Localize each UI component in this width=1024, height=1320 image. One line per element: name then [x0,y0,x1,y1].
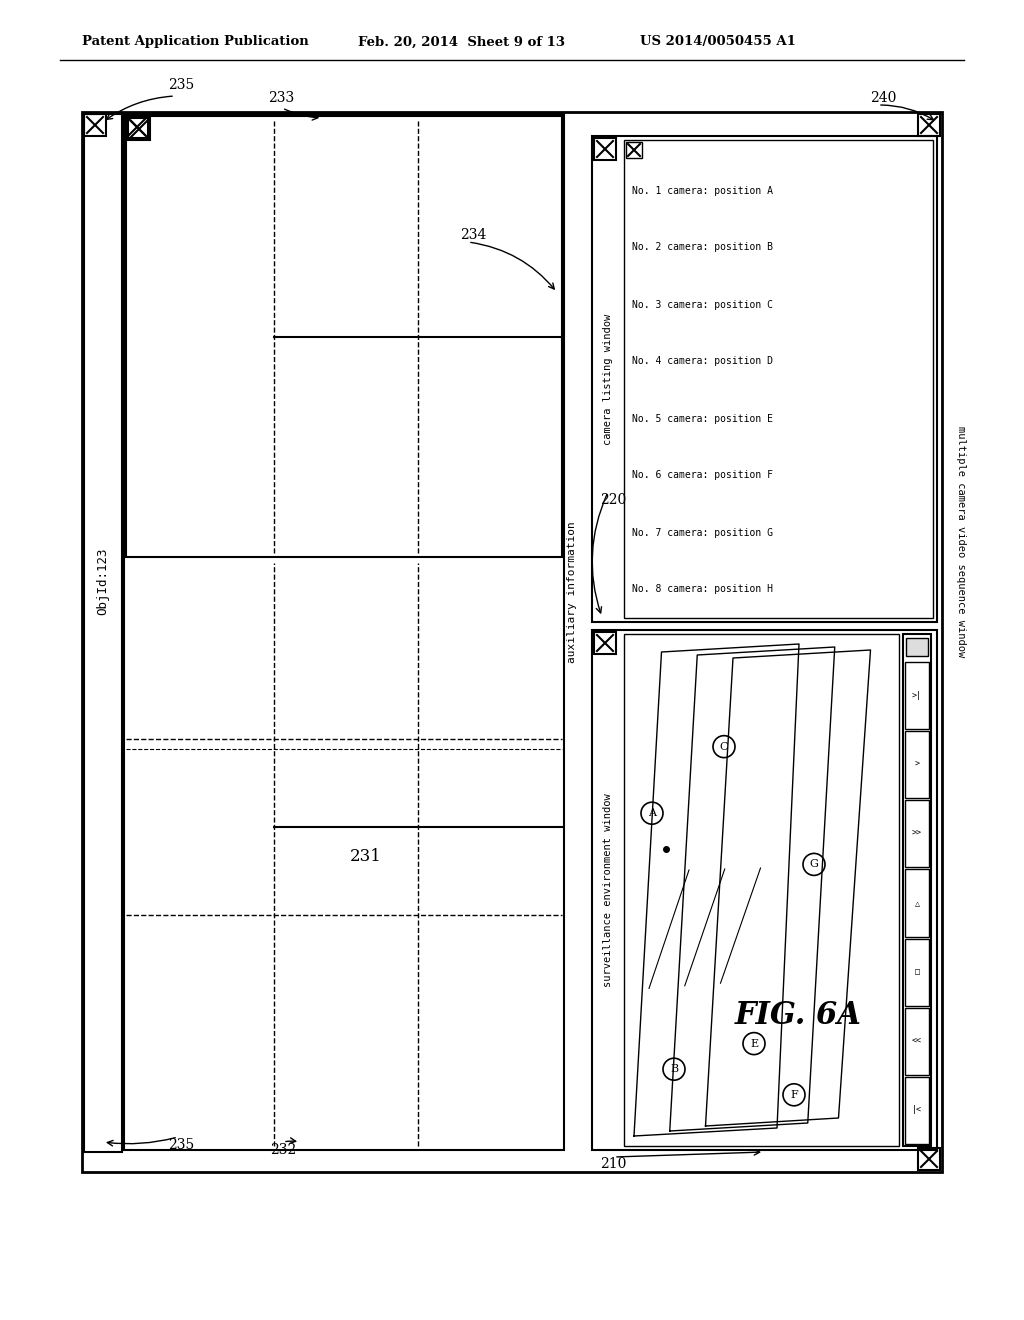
Text: US 2014/0050455 A1: US 2014/0050455 A1 [640,36,796,49]
Text: multiple camera video sequence window: multiple camera video sequence window [956,426,966,657]
Text: Patent Application Publication: Patent Application Publication [82,36,309,49]
Text: camera listing window: camera listing window [603,313,613,445]
Text: 232: 232 [270,1143,296,1158]
Bar [624,634,899,1146]
Text: 231: 231 [350,847,382,865]
Bar [126,116,148,139]
Bar [905,1077,929,1144]
Bar [594,139,616,160]
Text: No. 6 camera: position F: No. 6 camera: position F [632,470,773,480]
Text: No. 7 camera: position G: No. 7 camera: position G [632,528,773,537]
Bar [905,663,929,729]
Text: A: A [648,808,656,818]
Text: >: > [914,760,920,768]
Text: Feb. 20, 2014  Sheet 9 of 13: Feb. 20, 2014 Sheet 9 of 13 [358,36,565,49]
Text: B: B [670,1064,678,1074]
Bar [126,116,562,557]
Text: G: G [810,859,818,870]
Text: No. 3 camera: position C: No. 3 camera: position C [632,300,773,309]
Text: FIG. 6A: FIG. 6A [735,999,862,1031]
Text: auxiliary information: auxiliary information [567,521,577,663]
Bar [906,638,928,656]
Bar [124,114,564,1150]
Text: △: △ [914,898,920,907]
Bar [592,136,937,622]
Bar [128,117,150,140]
Text: F: F [791,1090,798,1100]
Text: >|: >| [912,690,922,700]
Bar [594,632,616,653]
Bar [592,630,937,1150]
Bar [918,114,940,136]
Text: 240: 240 [870,91,896,106]
Bar [84,114,106,136]
Text: 235: 235 [168,78,195,92]
Text: No. 5 camera: position E: No. 5 camera: position E [632,413,773,424]
Text: No. 8 camera: position H: No. 8 camera: position H [632,585,773,594]
Bar [626,143,642,158]
Text: 210: 210 [600,1158,627,1171]
Text: □: □ [914,968,920,977]
Text: 235: 235 [168,1138,195,1152]
Text: surveillance environment window: surveillance environment window [603,793,613,987]
Text: ObjId:123: ObjId:123 [96,548,110,615]
Bar [905,731,929,799]
Bar [918,1148,940,1170]
Text: E: E [750,1039,758,1048]
Text: No. 1 camera: position A: No. 1 camera: position A [632,186,773,195]
Bar [82,112,942,1172]
Bar [905,870,929,937]
Text: 234: 234 [460,228,486,242]
Bar [903,634,931,1146]
Bar [905,800,929,867]
Text: <<: << [912,1036,922,1045]
Bar [905,939,929,1006]
Text: |<: |< [912,1106,922,1114]
Text: 233: 233 [268,91,294,106]
Text: No. 4 camera: position D: No. 4 camera: position D [632,356,773,367]
Text: 220: 220 [600,492,627,507]
Text: C: C [720,742,728,751]
Text: No. 2 camera: position B: No. 2 camera: position B [632,243,773,252]
Bar [84,114,122,1152]
Bar [624,140,933,618]
Text: >>: >> [912,829,922,838]
Bar [905,1007,929,1074]
